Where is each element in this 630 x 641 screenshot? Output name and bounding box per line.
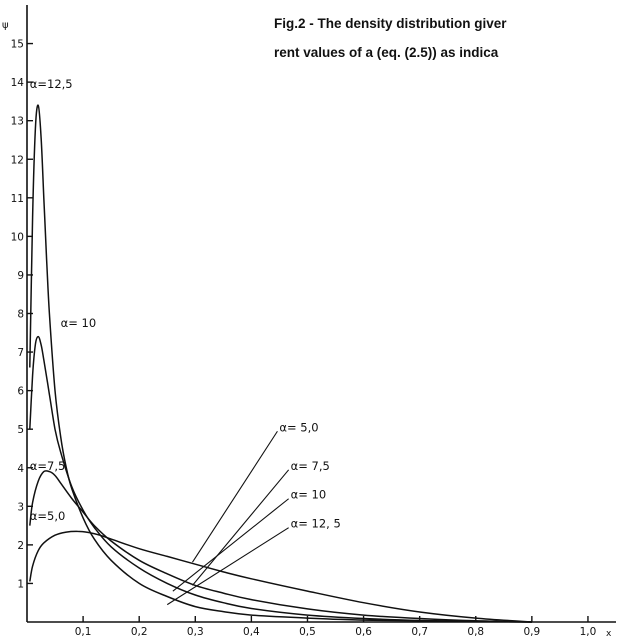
annotation-label-1: α= 10 xyxy=(61,316,97,330)
annotation-label-4: α= 5,0 xyxy=(279,420,318,434)
x-tick-label-6: 0,7 xyxy=(411,626,428,638)
series-line-0 xyxy=(29,104,532,623)
annotation-label-7: α= 12, 5 xyxy=(291,517,341,531)
x-tick-label-9: 1,0 xyxy=(580,626,597,638)
x-axis-label: x xyxy=(606,629,612,639)
y-tick-label-5: 6 xyxy=(17,386,24,398)
annotation-leader-6 xyxy=(172,498,289,592)
y-tick-label-10: 11 xyxy=(11,193,24,205)
y-tick-label-0: 1 xyxy=(17,578,24,590)
annotation-label-6: α= 10 xyxy=(291,488,327,502)
annotation-label-3: α=5,0 xyxy=(30,509,66,523)
annotation-leader-7 xyxy=(166,527,289,606)
x-tick-label-2: 0,3 xyxy=(187,626,204,638)
series-line-3 xyxy=(29,530,532,623)
y-tick-label-8: 9 xyxy=(17,270,24,282)
chart-series xyxy=(29,104,532,623)
chart-axes: 0,1 0,2 0,3 0,4 0,5 0,6 0,7 0,8 0,9 1,01234567891… xyxy=(11,5,616,638)
annotation-leader-5 xyxy=(192,469,290,586)
y-tick-label-1: 2 xyxy=(17,540,24,552)
x-tick-label-3: 0,4 xyxy=(243,626,260,638)
y-tick-label-13: 14 xyxy=(11,77,25,89)
x-tick-label-7: 0,8 xyxy=(467,626,484,638)
series-line-1 xyxy=(29,335,532,623)
y-tick-label-2: 3 xyxy=(17,501,24,513)
annotation-leader-4 xyxy=(192,430,278,563)
annotation-label-0: α=12,5 xyxy=(30,77,73,91)
caption-line-2: rent values of a (eq. (2.5)) as indica xyxy=(274,45,499,60)
y-tick-label-3: 4 xyxy=(17,463,24,475)
x-tick-label-8: 0,9 xyxy=(524,626,541,638)
x-tick-label-4: 0,5 xyxy=(299,626,316,638)
chart-annotations: α=12,5 α= 10 α=7,5 α=5,0 α= 5,0 α= 7,5 α= 10 α=… xyxy=(30,77,341,606)
y-tick-label-4: 5 xyxy=(17,424,24,436)
x-tick-label-5: 0,6 xyxy=(355,626,372,638)
annotation-label-5: α= 7,5 xyxy=(291,459,330,473)
y-tick-label-6: 7 xyxy=(17,347,24,359)
y-tick-label-14: 15 xyxy=(11,39,24,51)
x-tick-label-0: 0,1 xyxy=(75,626,92,638)
y-tick-label-9: 10 xyxy=(11,231,24,243)
series-line-2 xyxy=(29,469,532,623)
y-tick-label-12: 13 xyxy=(11,116,24,128)
x-tick-label-1: 0,2 xyxy=(131,626,148,638)
y-tick-label-11: 12 xyxy=(11,154,24,166)
y-axis-label: ψ xyxy=(2,20,9,31)
caption-line-1: Fig.2 - The density distribution giver xyxy=(274,16,507,31)
annotation-label-2: α=7,5 xyxy=(30,459,66,473)
y-tick-label-7: 8 xyxy=(17,309,24,321)
